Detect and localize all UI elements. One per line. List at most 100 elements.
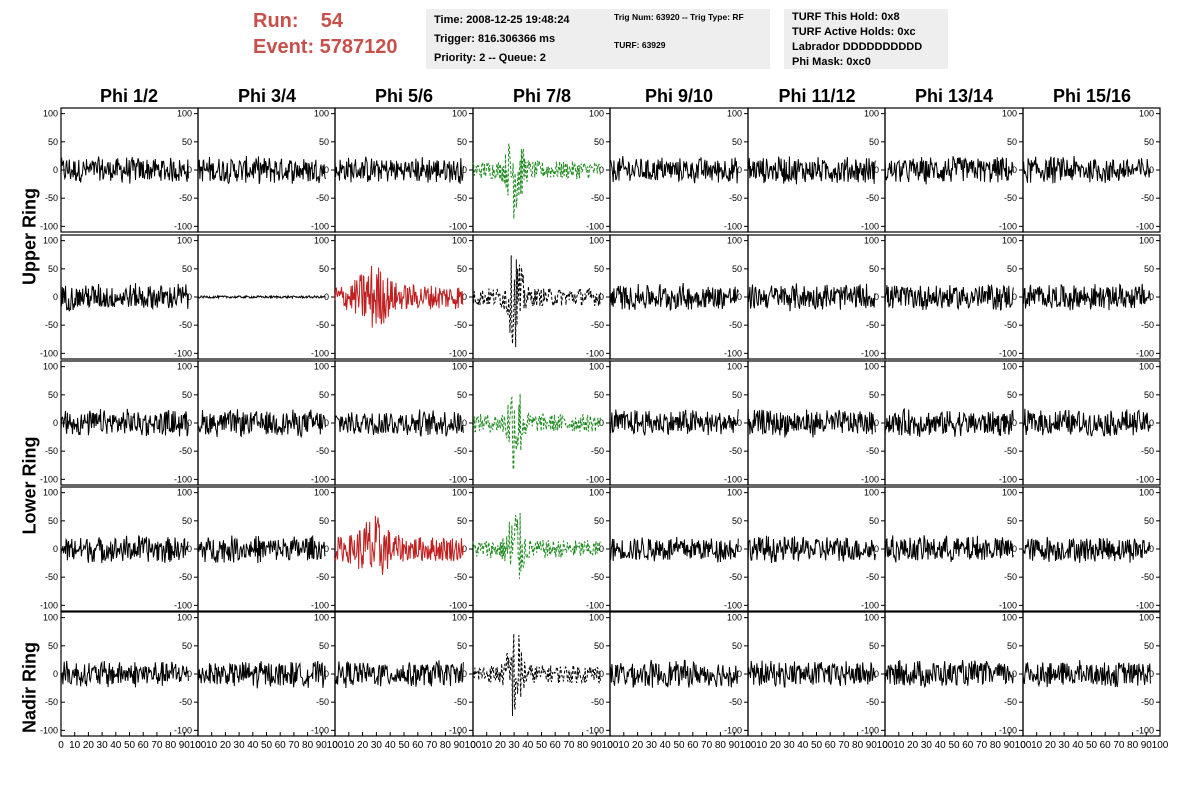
- y-tick-label: 0: [53, 418, 58, 428]
- y-tick-label-right: 100: [727, 236, 742, 246]
- x-tick-label: 90: [1141, 740, 1153, 751]
- y-tick-label-right: -50: [591, 320, 604, 330]
- y-tick-label: -100: [40, 348, 58, 358]
- y-tick-label: -50: [45, 446, 58, 456]
- phi-mask-text: Phi Mask: 0xc0: [792, 56, 871, 68]
- y-tick-label-right: 100: [314, 362, 329, 372]
- x-tick-label: 60: [138, 740, 150, 751]
- x-tick-label: 40: [1072, 740, 1084, 751]
- x-tick-label: 30: [509, 740, 521, 751]
- y-tick-label-right: 50: [594, 516, 604, 526]
- y-tick-label-right: -100: [724, 725, 742, 735]
- y-tick-label-right: -100: [861, 348, 879, 358]
- waveform-r3-c1: [197, 535, 326, 564]
- y-tick-label-right: 100: [1139, 488, 1154, 498]
- x-tick-label: 100: [465, 740, 482, 751]
- waveform-r4-c3: [472, 633, 601, 717]
- y-tick-label-right: 0: [1012, 669, 1017, 679]
- column-title-phi-15-16: Phi 15/16: [1052, 86, 1132, 106]
- waveform-r0-c7: [1022, 155, 1151, 184]
- x-tick-label: 90: [179, 740, 191, 751]
- waveform-r3-c6: [884, 535, 1014, 563]
- y-tick-label-right: 100: [727, 488, 742, 498]
- y-tick-label: 100: [43, 613, 58, 623]
- waveform-r1-c1: [197, 294, 326, 300]
- waveform-r2-c5: [747, 409, 876, 438]
- y-tick-label-right: -50: [316, 193, 329, 203]
- x-tick-label: 100: [1015, 740, 1032, 751]
- y-tick-label-right: 0: [324, 669, 329, 679]
- y-tick-label-right: -100: [586, 348, 604, 358]
- y-tick-label-right: 100: [589, 362, 604, 372]
- y-tick-label-right: 0: [1012, 544, 1017, 554]
- y-tick-label-right: 50: [869, 516, 879, 526]
- x-tick-label: 90: [316, 740, 328, 751]
- y-tick-label-right: -50: [1141, 193, 1154, 203]
- x-tick-label: 70: [563, 740, 575, 751]
- y-tick-label-right: 50: [457, 390, 467, 400]
- column-title-phi-1-2: Phi 1/2: [99, 86, 159, 106]
- x-tick-label: 70: [426, 740, 438, 751]
- x-tick-label: 30: [784, 740, 796, 751]
- x-tick-label: 40: [247, 740, 259, 751]
- x-tick-label: 80: [990, 740, 1002, 751]
- y-tick-label-right: 100: [1002, 109, 1017, 119]
- y-tick-label-right: -50: [1004, 193, 1017, 203]
- x-tick-label: 0: [745, 740, 751, 751]
- y-tick-label: -100: [40, 221, 58, 231]
- y-tick-label-right: -100: [999, 474, 1017, 484]
- column-title-phi-13-14: Phi 13/14: [914, 86, 994, 106]
- y-tick-label: -100: [40, 474, 58, 484]
- y-tick-label-right: 50: [182, 390, 192, 400]
- waveform-r1-c5: [747, 283, 876, 312]
- waveform-r4-c5: [747, 660, 876, 688]
- y-tick-label-right: 50: [182, 264, 192, 274]
- y-tick-label-right: -100: [311, 600, 329, 610]
- waveform-r3-c7: [1022, 536, 1151, 563]
- y-tick-label-right: -50: [179, 446, 192, 456]
- y-tick-label-right: 100: [177, 236, 192, 246]
- y-tick-label-right: -50: [1004, 446, 1017, 456]
- y-tick-label-right: 100: [177, 362, 192, 372]
- x-tick-label: 20: [495, 740, 507, 751]
- waveform-r2-c0: [60, 408, 189, 437]
- y-tick-label-right: -50: [591, 697, 604, 707]
- y-tick-label-right: 50: [1144, 390, 1154, 400]
- y-tick-label-right: 0: [324, 418, 329, 428]
- waveform-r1-c2: [334, 265, 464, 328]
- y-tick-label-right: -100: [449, 725, 467, 735]
- y-tick-label-right: 50: [457, 516, 467, 526]
- x-tick-label: 80: [715, 740, 727, 751]
- y-tick-label-right: -100: [174, 348, 192, 358]
- turf-active-text: TURF Active Holds: 0xc: [792, 26, 916, 38]
- y-tick-label: 100: [43, 109, 58, 119]
- waveform-r0-c2: [334, 156, 464, 184]
- y-tick-label-right: -50: [866, 193, 879, 203]
- y-tick-label-right: 50: [732, 390, 742, 400]
- column-title-phi-7-8: Phi 7/8: [512, 86, 572, 106]
- y-tick-label-right: 0: [187, 165, 192, 175]
- waveform-r2-c4: [609, 409, 739, 436]
- waveform-r1-c3: [472, 255, 601, 348]
- x-tick-label: 10: [893, 740, 905, 751]
- y-tick-label-right: -100: [449, 600, 467, 610]
- waveform-r1-c4: [609, 282, 739, 312]
- time-info-panel: Time: 2008-12-25 19:48:24 Trigger: 816.3…: [426, 9, 618, 69]
- y-tick-label-right: -100: [999, 221, 1017, 231]
- y-tick-label-right: 100: [314, 488, 329, 498]
- y-tick-label-right: -50: [454, 697, 467, 707]
- y-tick-label-right: 100: [589, 109, 604, 119]
- y-tick-label-right: 100: [727, 109, 742, 119]
- y-tick-label-right: 0: [737, 669, 742, 679]
- waveform-r3-c0: [60, 535, 189, 564]
- x-tick-label: 60: [1100, 740, 1112, 751]
- y-tick-label-right: 100: [864, 613, 879, 623]
- y-tick-label-right: -50: [454, 193, 467, 203]
- y-tick-label-right: 50: [594, 641, 604, 651]
- y-tick-label-right: -50: [1141, 320, 1154, 330]
- y-tick-label-right: 0: [1149, 669, 1154, 679]
- waveform-r0-c1: [197, 155, 326, 185]
- y-tick-label-right: 0: [1149, 165, 1154, 175]
- y-tick-label-right: 100: [1139, 613, 1154, 623]
